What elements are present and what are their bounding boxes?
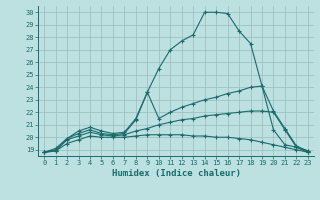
X-axis label: Humidex (Indice chaleur): Humidex (Indice chaleur) bbox=[111, 169, 241, 178]
